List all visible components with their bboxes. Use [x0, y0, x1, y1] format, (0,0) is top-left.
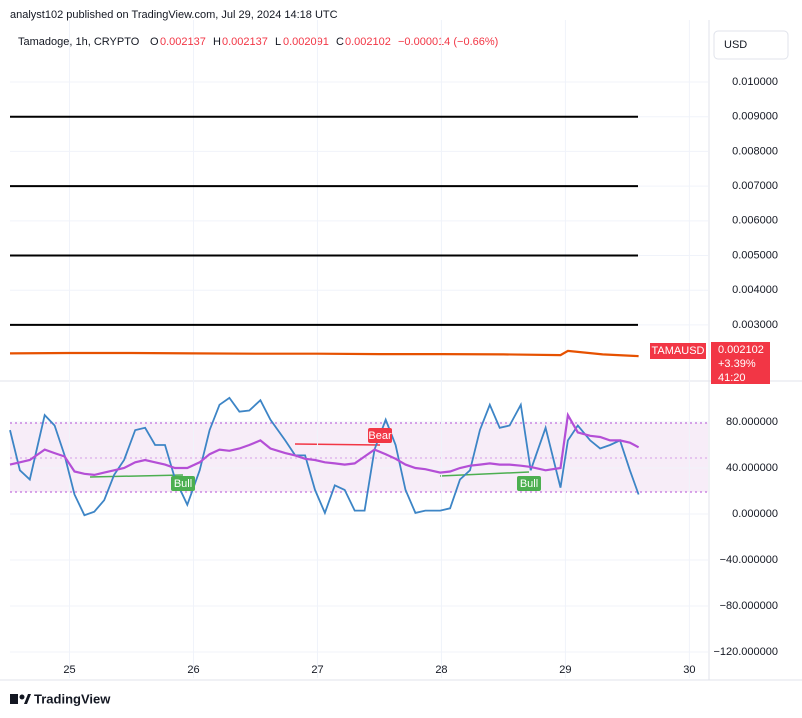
logo-mark [19, 694, 25, 700]
oscillator-band [10, 423, 708, 492]
y-tick-label: 0.006000 [732, 215, 778, 227]
y-tick-label: −80.000000 [720, 600, 778, 612]
close-label: C [336, 36, 344, 48]
signal-badge [171, 476, 195, 491]
low-label: L [275, 36, 281, 48]
currency[interactable]: USD [724, 39, 747, 51]
logo-mark [10, 694, 18, 704]
x-tick-label: 28 [435, 664, 447, 676]
divergence-line [89, 474, 184, 478]
y-tick-label: 0.010000 [732, 76, 778, 88]
signal-label: Bull [520, 478, 538, 490]
signal-badge [368, 428, 392, 443]
logo: TradingView [10, 691, 111, 706]
price-tag [711, 342, 770, 384]
y-tick-label: 0.005000 [732, 249, 778, 261]
series-line [9, 396, 640, 517]
logo-mark [24, 694, 31, 704]
y-tick-label: −120.000000 [713, 646, 778, 658]
change: −0.000014 (−0.66%) [398, 36, 498, 48]
logo-text: TradingView [34, 691, 111, 706]
y-tick-label: 0.007000 [732, 180, 778, 192]
x-tick-label: 25 [63, 664, 75, 676]
y-tick-label: 40.000000 [726, 462, 778, 474]
x-tick-label: 26 [187, 664, 199, 676]
series-line [9, 411, 640, 477]
y-tick-label: 0.000000 [732, 508, 778, 520]
y-tick-label: 0.009000 [732, 111, 778, 123]
ticker-tag-text: TAMAUSD [652, 345, 705, 357]
ticker-tag [650, 343, 706, 359]
signal-label: Bear [368, 430, 392, 442]
last-change: +3.39% [718, 358, 756, 370]
y-tick-label: 0.003000 [732, 319, 778, 331]
close-value: 0.002102 [345, 36, 391, 48]
open-value: 0.002137 [160, 36, 206, 48]
divergence-line [294, 443, 381, 446]
x-tick-label: 30 [683, 664, 695, 676]
divergence-line [439, 471, 530, 477]
high-label: H [213, 36, 221, 48]
symbol: Tamadoge, 1h, CRYPTO [18, 36, 140, 48]
y-tick-label: −40.000000 [720, 554, 778, 566]
signal-label: Bull [174, 478, 192, 490]
last-price: 0.002102 [718, 344, 764, 356]
low-value: 0.002091 [283, 36, 329, 48]
y-tick-label: 80.000000 [726, 416, 778, 428]
open-label: O [150, 36, 159, 48]
series-line [9, 349, 639, 358]
signal-badge [517, 476, 541, 491]
countdown: 41:20 [718, 372, 746, 384]
x-tick-label: 29 [559, 664, 571, 676]
currency-button[interactable] [713, 30, 789, 60]
published-line: analyst102 published on TradingView.com,… [10, 9, 338, 21]
x-tick-label: 27 [311, 664, 323, 676]
y-tick-label: 0.004000 [732, 284, 778, 296]
high-value: 0.002137 [222, 36, 268, 48]
y-tick-label: 0.008000 [732, 145, 778, 157]
